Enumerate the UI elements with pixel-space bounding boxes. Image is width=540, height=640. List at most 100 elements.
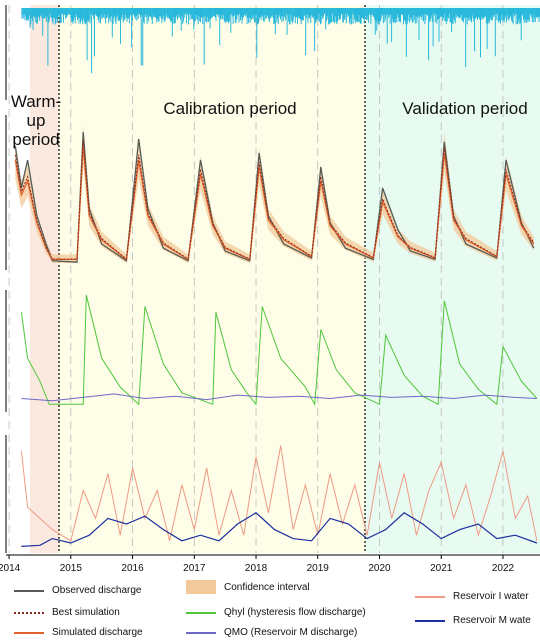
- precip-bar: [38, 8, 40, 18]
- precip-bar: [171, 8, 173, 37]
- precip-bar: [130, 8, 132, 15]
- precip-bar: [535, 8, 537, 17]
- precip-bar: [62, 8, 64, 14]
- precip-bar: [452, 8, 454, 24]
- precip-bar: [61, 8, 63, 14]
- precip-bar: [173, 8, 175, 17]
- precip-bar: [481, 8, 483, 17]
- precip-bar: [167, 8, 169, 19]
- precip-bar: [359, 8, 361, 23]
- precip-bar: [137, 8, 138, 15]
- precip-bar: [368, 8, 370, 14]
- precip-bar: [205, 8, 207, 22]
- precip-bar: [81, 8, 83, 21]
- precip-bar: [288, 8, 290, 22]
- precip-bar: [380, 8, 382, 19]
- precip-bar: [371, 8, 373, 15]
- precip-bar: [521, 8, 523, 16]
- legend-resi: Reservoir I water: [415, 591, 529, 602]
- legend-best: Best simulation: [14, 607, 120, 618]
- precip-bar: [280, 8, 282, 17]
- x-tick-label: 2020: [368, 563, 391, 574]
- precip-bar: [202, 8, 204, 24]
- precip-bar: [118, 8, 120, 22]
- precip-bar: [525, 8, 527, 24]
- precip-bar: [337, 8, 339, 16]
- precip-bar: [57, 8, 58, 23]
- precip-bar: [392, 8, 394, 23]
- precip-bar: [65, 8, 67, 18]
- precip-bar: [308, 8, 310, 18]
- precip-bar: [142, 8, 144, 66]
- precip-bar: [472, 8, 474, 19]
- period-shading: [30, 5, 540, 553]
- precip-bar: [396, 8, 398, 23]
- precip-bar: [201, 8, 203, 17]
- precip-bar: [27, 8, 29, 21]
- precip-bar: [381, 8, 383, 15]
- precip-bar: [128, 8, 130, 24]
- precip-bar: [296, 8, 298, 18]
- precip-bar: [140, 8, 142, 66]
- precip-bar: [514, 8, 516, 17]
- precip-bar: [231, 8, 233, 17]
- precip-bar: [287, 8, 289, 16]
- precip-bar: [144, 8, 146, 17]
- precip-bar: [237, 8, 239, 16]
- precip-bar: [356, 8, 358, 23]
- precip-bar: [107, 8, 109, 15]
- precip-bar: [538, 8, 540, 23]
- precip-bar: [423, 8, 424, 22]
- precip-bar: [407, 8, 409, 21]
- precip-bar: [345, 8, 347, 24]
- precip-bar: [343, 8, 345, 19]
- precip-bar: [220, 8, 221, 20]
- precip-bar: [265, 8, 267, 20]
- precip-bar: [68, 8, 70, 14]
- precip-bar: [424, 8, 426, 25]
- precip-bar: [522, 8, 524, 15]
- precip-bar: [473, 8, 475, 22]
- precip-bar: [350, 8, 352, 19]
- precip-bar: [209, 8, 211, 29]
- precip-bar: [437, 8, 439, 19]
- precip-bar: [138, 8, 140, 14]
- precip-bar: [206, 8, 208, 17]
- precip-bar: [124, 8, 126, 21]
- warmup-shading: [30, 5, 59, 553]
- precip-bar: [510, 8, 512, 17]
- precip-bar: [373, 8, 375, 16]
- precip-bar: [430, 8, 432, 19]
- precip-bar: [508, 8, 510, 19]
- precip-bar: [48, 8, 50, 23]
- precip-bar: [40, 8, 42, 15]
- precip-bar: [279, 8, 281, 17]
- precip-bar: [457, 8, 459, 17]
- precip-bar: [441, 8, 443, 17]
- precip-bar: [475, 8, 477, 19]
- precip-bar: [518, 8, 520, 19]
- precip-bar: [108, 8, 110, 20]
- precip-bar: [182, 8, 184, 24]
- precip-bar: [426, 8, 428, 16]
- precip-bar: [462, 8, 464, 21]
- precip-bar: [463, 8, 465, 18]
- precip-bar: [443, 8, 445, 14]
- precip-bar: [311, 8, 313, 18]
- precip-bar: [340, 8, 341, 19]
- precip-bar: [80, 8, 82, 19]
- precip-bar: [236, 8, 238, 20]
- reservoir-i-line: [20, 445, 538, 542]
- precip-bar: [513, 8, 515, 14]
- precip-bar: [437, 8, 438, 20]
- precip-bar: [397, 8, 399, 18]
- precip-bar: [176, 8, 178, 16]
- precip-bar: [317, 8, 319, 21]
- precip-bar: [77, 8, 78, 21]
- precip-bar: [214, 8, 215, 17]
- precip-bar: [477, 8, 478, 20]
- precip-bar: [245, 8, 247, 17]
- precip-bar: [54, 8, 55, 19]
- precip-bar: [534, 8, 536, 19]
- precip-bar: [109, 8, 111, 18]
